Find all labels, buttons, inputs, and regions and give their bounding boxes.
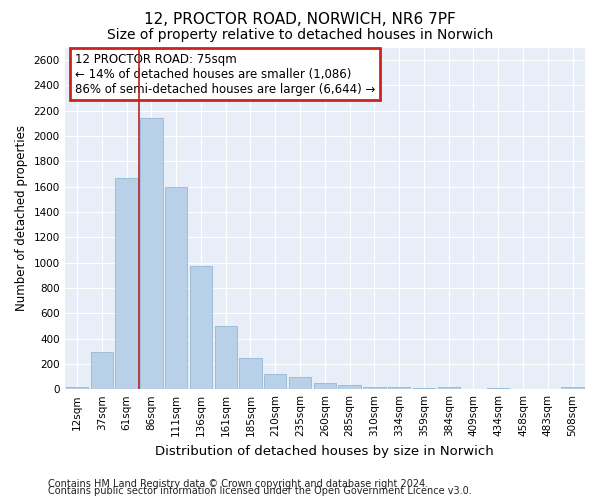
Bar — [413, 388, 435, 389]
Bar — [314, 383, 336, 389]
Bar — [239, 358, 262, 389]
Bar — [66, 388, 88, 389]
Bar — [190, 266, 212, 389]
Bar — [512, 388, 534, 389]
Bar — [536, 388, 559, 389]
Bar — [388, 388, 410, 389]
Bar — [487, 388, 509, 389]
Text: Contains public sector information licensed under the Open Government Licence v3: Contains public sector information licen… — [48, 486, 472, 496]
Bar — [437, 386, 460, 389]
Bar — [91, 352, 113, 389]
Bar — [115, 178, 138, 389]
Text: 12, PROCTOR ROAD, NORWICH, NR6 7PF: 12, PROCTOR ROAD, NORWICH, NR6 7PF — [144, 12, 456, 28]
X-axis label: Distribution of detached houses by size in Norwich: Distribution of detached houses by size … — [155, 444, 494, 458]
Bar — [289, 377, 311, 389]
Bar — [165, 188, 187, 389]
Bar — [140, 118, 163, 389]
Text: Contains HM Land Registry data © Crown copyright and database right 2024.: Contains HM Land Registry data © Crown c… — [48, 479, 428, 489]
Bar — [463, 388, 485, 389]
Y-axis label: Number of detached properties: Number of detached properties — [15, 126, 28, 312]
Text: Size of property relative to detached houses in Norwich: Size of property relative to detached ho… — [107, 28, 493, 42]
Text: 12 PROCTOR ROAD: 75sqm
← 14% of detached houses are smaller (1,086)
86% of semi-: 12 PROCTOR ROAD: 75sqm ← 14% of detached… — [75, 52, 376, 96]
Bar — [215, 326, 237, 389]
Bar — [363, 386, 386, 389]
Bar — [264, 374, 286, 389]
Bar — [562, 388, 584, 389]
Bar — [338, 385, 361, 389]
